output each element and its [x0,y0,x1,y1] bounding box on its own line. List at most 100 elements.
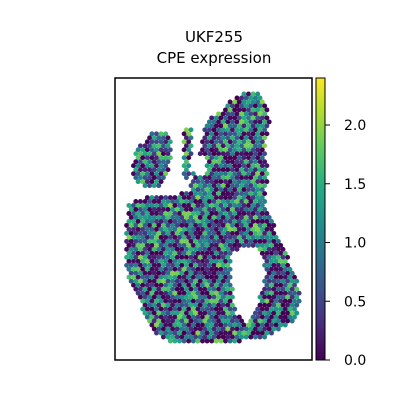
spot [190,338,196,344]
spot [172,234,178,240]
spot [151,143,157,149]
spot [158,226,164,232]
spot [248,151,254,157]
spot [131,250,136,256]
spot [213,203,219,208]
spot [269,306,274,312]
spot [232,195,238,201]
spot [126,203,132,208]
spot [190,171,196,177]
spot [181,234,187,240]
spot [213,314,219,320]
spot [252,159,258,165]
spot [239,326,245,332]
spot [266,278,272,284]
spot [131,266,136,272]
spot [232,115,238,121]
spot [181,211,187,216]
spot [154,274,159,280]
spot [285,318,291,324]
spot [250,203,256,208]
spot [223,250,228,256]
spot [163,298,169,304]
spot [147,159,153,165]
spot [183,199,189,204]
spot [250,131,256,137]
spot [202,222,208,228]
spot [188,334,194,340]
spot [177,203,182,208]
spot [255,155,261,161]
spot [188,207,194,212]
spot [218,298,224,304]
spot [248,159,254,165]
spot [206,278,212,284]
spot [154,195,159,201]
spot [167,290,173,296]
spot [206,262,212,268]
spot [204,155,210,161]
spot [223,266,228,272]
spot [204,266,210,272]
spot [259,163,265,169]
spot [204,211,210,216]
spot [223,107,228,113]
spot [174,270,180,276]
spot [257,111,263,117]
spot [204,163,210,169]
spot [220,119,226,125]
spot [264,298,270,304]
spot [216,254,222,260]
spot [248,222,254,228]
spot [262,246,268,252]
spot [271,246,277,252]
spot [257,103,263,109]
spot [218,226,224,232]
spot [273,314,279,320]
spot [144,258,150,264]
spot [248,318,254,324]
spot [190,322,196,328]
spot [227,306,233,312]
spot [271,230,277,236]
spot [147,278,153,284]
spot [137,222,143,228]
spot [262,151,268,157]
spot [181,306,187,312]
spot [165,270,171,276]
spot [225,286,231,292]
spot [229,143,235,149]
spot [149,179,155,185]
spot [158,258,164,264]
spot [188,286,194,292]
spot [137,167,143,173]
spot [151,326,157,332]
spot [211,143,217,149]
spot [213,338,219,344]
spot [278,274,284,280]
spot [186,234,192,240]
spot [158,298,164,304]
spot [209,282,215,288]
spot [209,242,215,248]
spot [252,238,258,244]
spot [236,99,242,105]
spot [216,151,222,157]
spot [181,163,187,169]
spot [154,163,159,169]
spot [216,246,222,252]
spot [227,250,233,256]
spot [183,294,189,300]
spot [142,254,148,260]
spot [287,266,293,272]
spot [133,167,139,173]
spot [206,199,212,204]
spot [211,119,217,125]
spot [252,199,258,204]
spot [255,322,261,328]
spot [172,250,178,256]
spot [271,286,277,292]
spot [158,195,164,201]
spot [190,187,196,193]
spot [229,183,235,189]
